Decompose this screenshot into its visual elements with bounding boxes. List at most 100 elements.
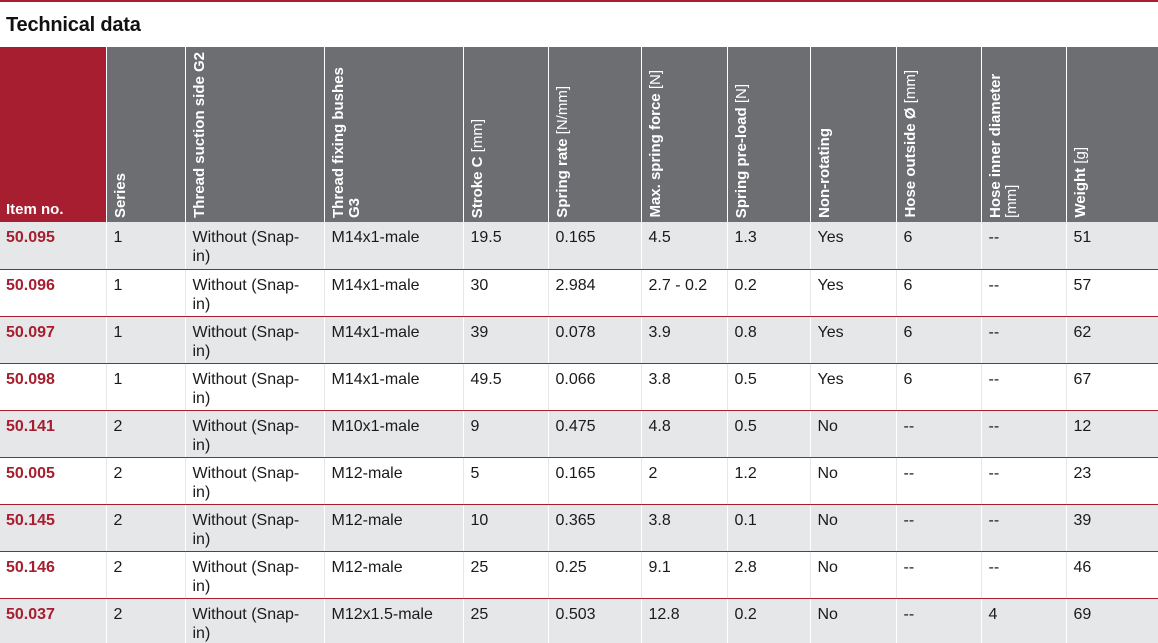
table-row: 50.098 1 Without (Snap-in) M14x1-male 49.5 0.… xyxy=(0,363,1158,411)
column-header-label: Weight [g] xyxy=(1071,147,1089,218)
column-header-title: Series xyxy=(111,172,129,218)
cell-hose-inner-diameter: -- xyxy=(980,410,1066,458)
cell-weight: 57 xyxy=(1065,269,1158,317)
cell-max-spring-force: 12.8 xyxy=(640,598,727,643)
cell-item-no: 50.098 xyxy=(0,363,106,411)
cell-hose-outside: 6 xyxy=(895,316,981,364)
cell-thread-suction-side: Without (Snap-in) xyxy=(184,410,324,458)
column-header-spring-preload: Spring pre-load [N] xyxy=(726,47,810,222)
cell-hose-outside: -- xyxy=(895,598,981,643)
cell-hose-inner-diameter: -- xyxy=(980,551,1066,599)
cell-thread-suction-side: Without (Snap-in) xyxy=(184,269,324,317)
cell-hose-inner-diameter: -- xyxy=(980,457,1066,505)
cell-thread-suction-side: Without (Snap-in) xyxy=(184,222,324,270)
top-accent-rule xyxy=(0,0,1158,2)
cell-hose-inner-diameter: -- xyxy=(980,363,1066,411)
column-header-label: Series xyxy=(111,172,129,218)
cell-spring-preload: 0.2 xyxy=(726,598,810,643)
cell-thread-fixing-bushes: M10x1-male xyxy=(323,410,463,458)
column-header-label: Stroke C [mm] xyxy=(469,119,486,218)
cell-max-spring-force: 2.7 - 0.2 xyxy=(640,269,727,317)
cell-item-no: 50.097 xyxy=(0,316,106,364)
cell-thread-fixing-bushes: M14x1-male xyxy=(323,222,463,270)
column-header-label: Thread fixing bushes G3 xyxy=(330,50,363,218)
column-header-weight: Weight [g] xyxy=(1065,47,1158,222)
table-row: 50.097 1 Without (Snap-in) M14x1-male 39 0.07… xyxy=(0,316,1158,364)
cell-series: 1 xyxy=(105,269,185,317)
column-header-label: Hose outside Ø [mm] xyxy=(902,70,919,218)
column-header-max-spring-force: Max. spring force [N] xyxy=(640,47,727,222)
cell-thread-fixing-bushes: M12-male xyxy=(323,504,463,552)
cell-hose-outside: -- xyxy=(895,457,981,505)
cell-spring-rate: 0.475 xyxy=(547,410,641,458)
table-row: 50.096 1 Without (Snap-in) M14x1-male 30 2.98… xyxy=(0,269,1158,317)
table-header-row: Item no. Series Thread suction side G2 Thre… xyxy=(0,47,1158,222)
column-header-title: Thread suction side G2 xyxy=(190,52,208,218)
column-header-title: Hose inner diameter xyxy=(986,73,1004,218)
cell-thread-suction-side: Without (Snap-in) xyxy=(184,551,324,599)
column-header-thread-suction-side: Thread suction side G2 xyxy=(184,47,324,222)
cell-spring-rate: 0.365 xyxy=(547,504,641,552)
cell-series: 1 xyxy=(105,316,185,364)
cell-spring-preload: 0.1 xyxy=(726,504,810,552)
cell-hose-outside: -- xyxy=(895,410,981,458)
column-header-spring-rate: Spring rate [N/mm] xyxy=(547,47,641,222)
cell-non-rotating: No xyxy=(809,457,896,505)
cell-hose-inner-diameter: -- xyxy=(980,222,1066,270)
column-header-title: Non-rotating xyxy=(815,128,833,218)
column-header-stroke: Stroke C [mm] xyxy=(462,47,548,222)
cell-item-no: 50.141 xyxy=(0,410,106,458)
cell-weight: 67 xyxy=(1065,363,1158,411)
cell-stroke: 39 xyxy=(462,316,548,364)
cell-hose-outside: -- xyxy=(895,551,981,599)
cell-weight: 23 xyxy=(1065,457,1158,505)
cell-weight: 51 xyxy=(1065,222,1158,270)
cell-stroke: 5 xyxy=(462,457,548,505)
cell-weight: 12 xyxy=(1065,410,1158,458)
column-header-title: Spring pre-load xyxy=(732,107,750,218)
table-row: 50.141 2 Without (Snap-in) M10x1-male 9 0.475… xyxy=(0,410,1158,458)
cell-spring-preload: 0.8 xyxy=(726,316,810,364)
table-row: 50.145 2 Without (Snap-in) M12-male 10 0.365 3… xyxy=(0,504,1158,552)
cell-thread-fixing-bushes: M14x1-male xyxy=(323,269,463,317)
table-row: 50.146 2 Without (Snap-in) M12-male 25 0.25 9.… xyxy=(0,551,1158,599)
cell-stroke: 25 xyxy=(462,551,548,599)
cell-weight: 62 xyxy=(1065,316,1158,364)
cell-weight: 46 xyxy=(1065,551,1158,599)
column-header-item-no: Item no. xyxy=(0,47,106,222)
cell-series: 2 xyxy=(105,457,185,505)
cell-weight: 39 xyxy=(1065,504,1158,552)
table-row: 50.037 2 Without (Snap-in) M12x1.5-male 25 0.… xyxy=(0,598,1158,643)
cell-item-no: 50.096 xyxy=(0,269,106,317)
cell-thread-fixing-bushes: M14x1-male xyxy=(323,363,463,411)
column-header-series: Series xyxy=(105,47,185,222)
cell-series: 2 xyxy=(105,598,185,643)
cell-hose-outside: 6 xyxy=(895,269,981,317)
cell-hose-inner-diameter: -- xyxy=(980,269,1066,317)
cell-non-rotating: No xyxy=(809,598,896,643)
column-header-title: Weight xyxy=(1071,168,1089,218)
cell-max-spring-force: 2 xyxy=(640,457,727,505)
cell-stroke: 25 xyxy=(462,598,548,643)
cell-item-no: 50.037 xyxy=(0,598,106,643)
cell-thread-fixing-bushes: M14x1-male xyxy=(323,316,463,364)
cell-thread-suction-side: Without (Snap-in) xyxy=(184,598,324,643)
page-title: Technical data xyxy=(6,14,141,36)
table-row: 50.095 1 Without (Snap-in) M14x1-male 19.5 0.… xyxy=(0,222,1158,270)
column-header-label: Item no. xyxy=(6,201,64,218)
cell-item-no: 50.146 xyxy=(0,551,106,599)
cell-spring-rate: 0.503 xyxy=(547,598,641,643)
cell-spring-preload: 1.2 xyxy=(726,457,810,505)
cell-item-no: 50.145 xyxy=(0,504,106,552)
column-header-label: Max. spring force [N] xyxy=(647,70,664,218)
cell-spring-preload: 2.8 xyxy=(726,551,810,599)
column-header-hose-outside: Hose outside Ø [mm] xyxy=(895,47,981,222)
cell-stroke: 10 xyxy=(462,504,548,552)
cell-stroke: 9 xyxy=(462,410,548,458)
column-header-unit: [N] xyxy=(732,83,750,103)
cell-spring-rate: 2.984 xyxy=(547,269,641,317)
cell-spring-preload: 0.5 xyxy=(726,363,810,411)
cell-non-rotating: Yes xyxy=(809,269,896,317)
column-header-title: Spring rate xyxy=(553,138,571,218)
cell-spring-rate: 0.066 xyxy=(547,363,641,411)
